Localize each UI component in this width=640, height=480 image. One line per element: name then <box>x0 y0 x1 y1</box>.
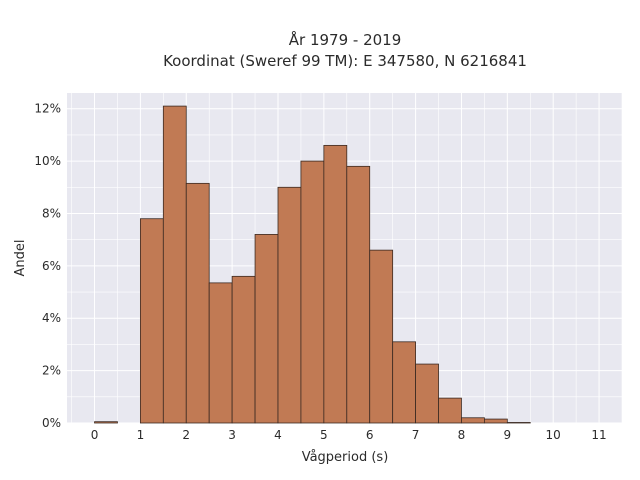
chart-title-line-2: Koordinat (Sweref 99 TM): E 347580, N 62… <box>163 52 527 70</box>
histogram-bar <box>185 182 210 424</box>
y-tick-label: 6% <box>42 259 61 273</box>
x-tick-label: 5 <box>320 428 328 442</box>
histogram-bar <box>461 417 485 424</box>
histogram-bar <box>94 421 118 424</box>
x-tick-label: 1 <box>137 428 145 442</box>
histogram-bar <box>392 341 416 424</box>
chart-title-line-1: År 1979 - 2019 <box>289 30 402 49</box>
x-tick-label: 7 <box>412 428 420 442</box>
x-tick-label: 10 <box>546 428 561 442</box>
histogram-bar <box>323 144 348 424</box>
x-tick-label: 11 <box>591 428 606 442</box>
x-axis-ticks: 0 1 2 3 4 5 6 7 8 9 10 11 <box>91 428 607 442</box>
x-tick-label: 3 <box>228 428 236 442</box>
histogram-bar <box>483 418 508 424</box>
x-tick-label: 8 <box>458 428 466 442</box>
histogram-bar <box>277 186 302 424</box>
histogram-bar <box>506 422 531 424</box>
bars <box>94 105 531 424</box>
x-tick-label: 9 <box>504 428 512 442</box>
y-tick-label: 8% <box>42 206 61 220</box>
y-tick-label: 0% <box>42 416 61 430</box>
y-tick-label: 2% <box>42 364 61 378</box>
x-tick-label: 4 <box>274 428 282 442</box>
histogram-bar <box>162 105 187 424</box>
histogram-bar <box>254 234 279 424</box>
x-tick-label: 0 <box>91 428 99 442</box>
y-axis-ticks: 0% 2% 4% 6% 8% 10% 12% <box>34 102 61 430</box>
histogram-bar <box>369 249 394 424</box>
x-axis-label: Vågperiod (s) <box>302 450 389 465</box>
histogram-bar <box>346 165 371 424</box>
x-tick-label: 2 <box>182 428 190 442</box>
y-axis-label: Andel <box>13 240 28 277</box>
histogram-bar <box>139 218 164 424</box>
y-tick-label: 4% <box>42 311 61 325</box>
histogram-bar <box>300 160 325 424</box>
histogram-bar <box>438 397 462 424</box>
x-tick-label: 6 <box>366 428 374 442</box>
histogram-bar <box>415 363 439 424</box>
histogram-bar <box>208 282 233 424</box>
y-tick-label: 12% <box>34 102 61 116</box>
histogram-bar <box>231 275 256 424</box>
y-tick-label: 10% <box>34 154 61 168</box>
